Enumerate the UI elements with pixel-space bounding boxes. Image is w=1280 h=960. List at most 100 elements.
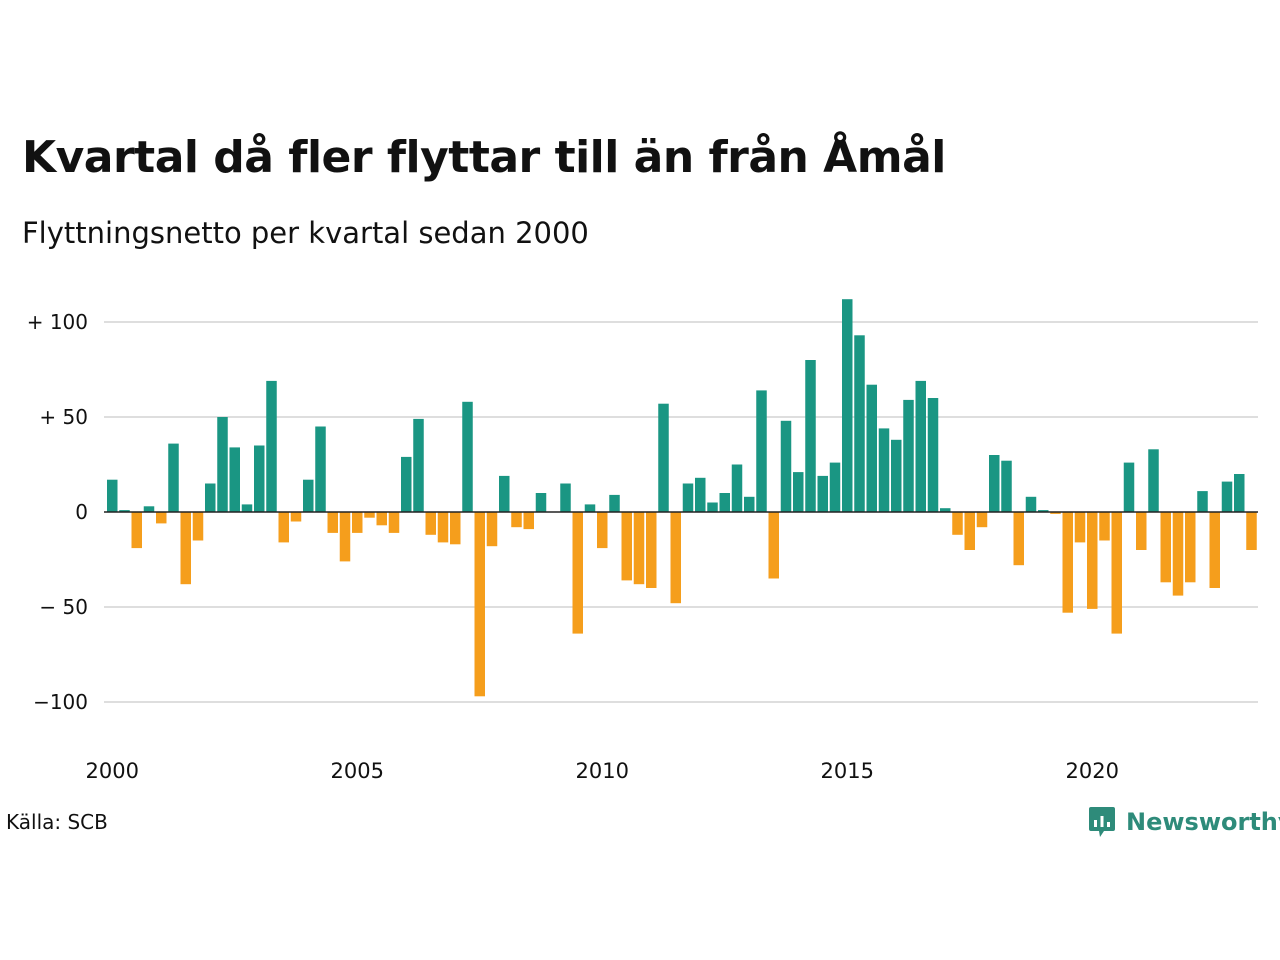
bar [707, 502, 718, 512]
bar [891, 439, 902, 512]
bar [376, 512, 387, 526]
bar [1160, 512, 1171, 583]
bar [474, 512, 485, 697]
bar [1209, 512, 1220, 588]
bar [878, 428, 890, 512]
x-axis: 2000 2005 2010 2015 2020 [86, 759, 1119, 783]
bar [1246, 512, 1257, 550]
bar [989, 455, 1000, 512]
bar [1013, 512, 1024, 566]
bar [719, 493, 730, 512]
bar [462, 401, 473, 512]
bar [731, 464, 743, 512]
bar [168, 443, 179, 512]
y-tick-label: −100 [33, 690, 88, 714]
y-tick-label: + 50 [39, 405, 88, 429]
chart-subtitle: Flyttningsnetto per kvartal sedan 2000 [22, 216, 589, 250]
bar [1062, 512, 1073, 613]
bar [499, 475, 510, 512]
bar [866, 384, 877, 512]
x-tick-label: 2015 [821, 759, 874, 783]
bar [1197, 491, 1208, 512]
bar [744, 496, 755, 512]
x-tick-label: 2020 [1066, 759, 1119, 783]
bar [927, 398, 939, 512]
bar [266, 380, 277, 512]
bar [315, 426, 326, 512]
bar [621, 512, 632, 581]
bar [1185, 512, 1196, 583]
bar [327, 512, 338, 533]
bar [976, 512, 988, 528]
bars [107, 299, 1257, 697]
bar [1050, 512, 1061, 514]
bar [915, 380, 926, 512]
bar [793, 472, 804, 512]
bar [952, 512, 963, 535]
bar [609, 494, 620, 512]
bar [1001, 460, 1012, 512]
bar [180, 512, 191, 585]
source-note: Källa: SCB [6, 810, 108, 834]
bar [278, 512, 289, 543]
bar [217, 417, 228, 512]
bar [1172, 512, 1184, 596]
bar [842, 299, 853, 512]
bar [535, 493, 547, 512]
brand-name: Newsworthy [1126, 808, 1280, 836]
bar [450, 512, 461, 545]
bar [829, 462, 841, 512]
bar [131, 512, 142, 549]
bar [364, 512, 375, 518]
bar [401, 456, 412, 512]
bar [156, 512, 167, 524]
bar [1234, 474, 1245, 512]
bar [572, 512, 583, 634]
bar [107, 479, 118, 512]
newsworthy-chart-bubble-icon [1089, 807, 1115, 837]
bar [1025, 496, 1037, 512]
bar [339, 512, 351, 562]
bar [670, 512, 681, 604]
bar [523, 512, 534, 530]
bar [1123, 462, 1135, 512]
bar [695, 477, 706, 512]
bar [1136, 512, 1147, 550]
bar [229, 447, 240, 512]
x-tick-label: 2000 [86, 759, 139, 783]
y-tick-label: − 50 [39, 595, 88, 619]
bar [756, 390, 767, 512]
bar [780, 420, 792, 512]
chart-title: Kvartal då fler flyttar till än från Åmå… [22, 132, 946, 183]
bar [817, 475, 828, 512]
bar [597, 512, 608, 549]
bar [658, 403, 669, 512]
x-tick-label: 2005 [331, 759, 384, 783]
bar [1221, 481, 1233, 512]
bar [584, 504, 596, 512]
bar [1099, 512, 1110, 541]
bar [1087, 512, 1098, 609]
bar [940, 508, 951, 512]
bar [303, 479, 314, 512]
bar [119, 510, 130, 512]
bar [1038, 510, 1049, 512]
bar [205, 483, 216, 512]
y-axis: + 100 + 50 0 − 50 −100 [27, 310, 88, 714]
bar [560, 483, 571, 512]
bar [903, 399, 914, 512]
bar [854, 335, 865, 512]
bar [805, 360, 816, 512]
bar [254, 445, 265, 512]
bar [425, 512, 436, 535]
bar [192, 512, 204, 541]
bar [768, 512, 779, 579]
bar [511, 512, 522, 528]
bar [388, 512, 400, 533]
y-tick-label: 0 [75, 500, 88, 524]
bar [1111, 512, 1122, 634]
x-tick-label: 2010 [576, 759, 629, 783]
bar [352, 512, 363, 533]
bar [682, 483, 694, 512]
